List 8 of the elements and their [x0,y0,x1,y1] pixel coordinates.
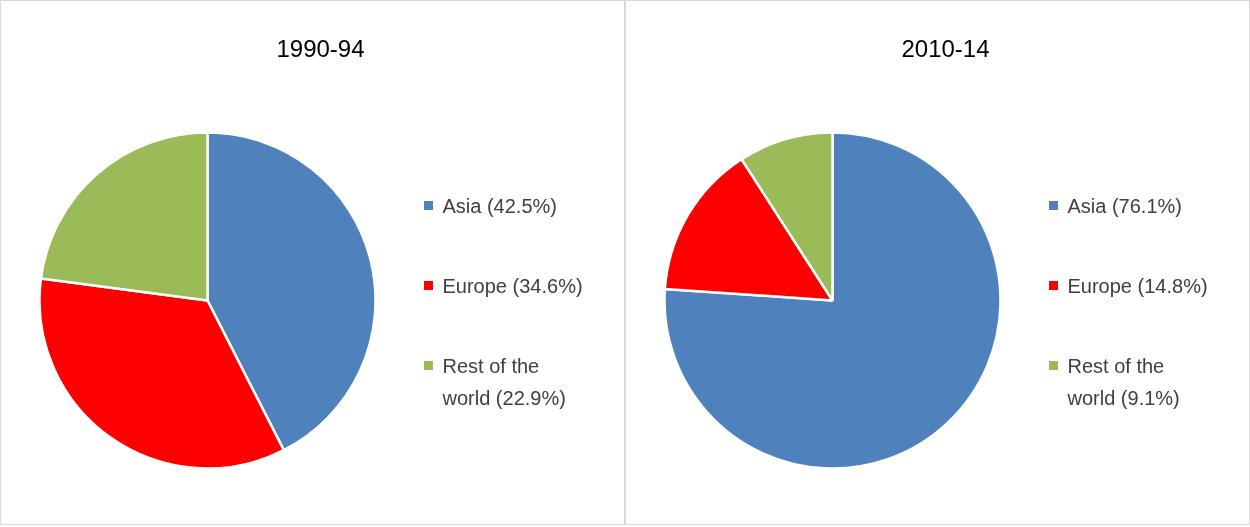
legend-label: Europe (14.8%) [1067,274,1208,297]
legend-label: Europe (34.6%) [442,274,583,297]
chart-title: 2010-14 [901,35,990,62]
legend-label: Rest of the world (9.1%) [1066,354,1180,409]
legend-label: Asia (42.5%) [442,194,557,217]
legend-label: Asia (76.1%) [1067,194,1182,217]
legend-label: Rest of the world (22.9%) [441,354,566,409]
chart-title: 1990-94 [276,35,365,62]
